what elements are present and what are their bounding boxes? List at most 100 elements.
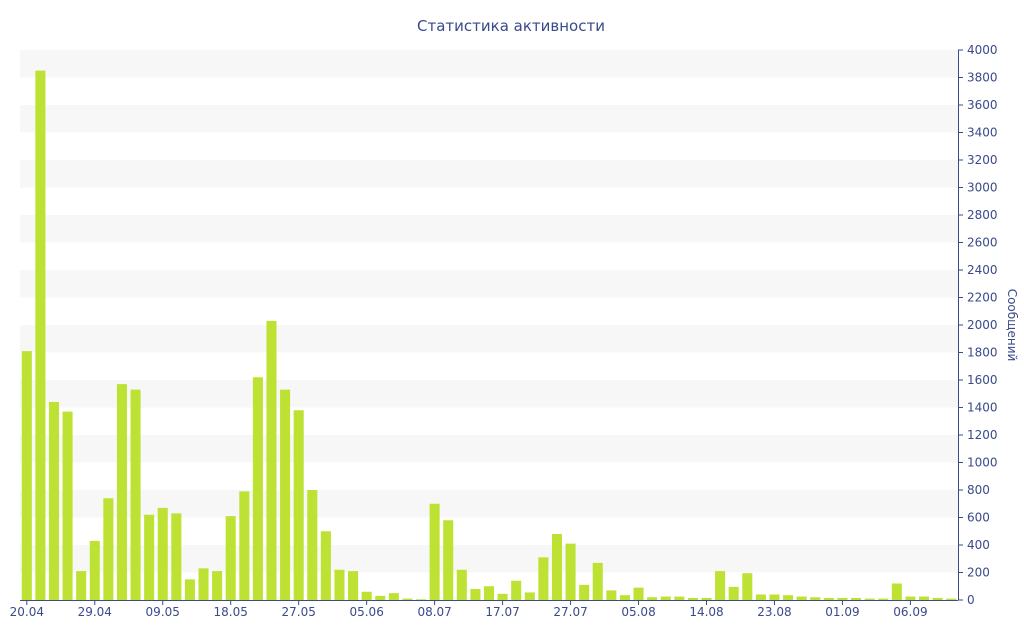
- bar: [551, 534, 563, 600]
- bar: [823, 597, 834, 600]
- bar: [307, 490, 318, 600]
- bar: [932, 597, 943, 600]
- bar: [918, 596, 930, 600]
- y-tick-label: 2400: [967, 263, 998, 277]
- bar: [647, 597, 658, 600]
- y-tick-label: 2000: [967, 318, 998, 332]
- bar: [198, 568, 209, 600]
- bar: [130, 389, 141, 600]
- y-tick-label: 3000: [967, 181, 998, 195]
- bar: [538, 557, 549, 600]
- y-tick-label: 0: [967, 593, 975, 607]
- y-tick-label: 1200: [967, 428, 998, 442]
- grid-band: [20, 270, 958, 298]
- y-axis-label: Сообщений: [1005, 289, 1019, 362]
- bar: [76, 571, 87, 600]
- x-tick-label: 08.07: [417, 605, 451, 619]
- bar: [891, 583, 902, 600]
- bar: [293, 410, 304, 600]
- bar: [511, 580, 522, 600]
- grid-band: [20, 215, 958, 243]
- bar: [443, 520, 454, 600]
- x-tick-label: 27.07: [553, 605, 587, 619]
- bar: [810, 597, 821, 600]
- bar: [606, 590, 617, 600]
- grid-band: [20, 105, 958, 133]
- x-tick-label: 05.08: [621, 605, 655, 619]
- bar: [728, 586, 739, 600]
- background-bands: [20, 50, 958, 573]
- y-tick-label: 2200: [967, 291, 998, 305]
- bar: [470, 589, 481, 600]
- y-tick-label: 3600: [967, 98, 998, 112]
- y-tick-label: 1000: [967, 456, 998, 470]
- bar: [184, 579, 195, 600]
- bar: [21, 351, 32, 600]
- bar: [116, 384, 127, 600]
- grid-band: [20, 380, 958, 408]
- y-tick-label: 3400: [967, 126, 998, 140]
- bar: [524, 592, 535, 600]
- y-tick-label: 600: [967, 511, 990, 525]
- bar: [334, 569, 345, 600]
- bar: [171, 513, 182, 600]
- bars-group: [21, 70, 957, 600]
- bar: [769, 594, 780, 600]
- bar: [946, 598, 957, 600]
- grid-band: [20, 325, 958, 353]
- bar: [796, 596, 807, 600]
- bar: [35, 70, 46, 600]
- bar: [755, 594, 766, 600]
- bar: [103, 498, 114, 600]
- y-tick-label: 800: [967, 483, 990, 497]
- bar: [497, 593, 508, 600]
- bar: [456, 569, 467, 600]
- bar: [157, 507, 168, 600]
- bar: [266, 320, 277, 600]
- bar: [402, 598, 413, 600]
- x-tick-label: 18.05: [214, 605, 248, 619]
- bar: [905, 596, 916, 600]
- y-axis-ticks: 0 200 400 600 800 1000 1200 1400 1600 1800 2000 220…: [958, 43, 998, 607]
- x-axis-ticks: 20.04 29.04 09.05 18.05 27.05 05.06 08.07 17.07…: [10, 600, 928, 619]
- chart-title: Статистика активности: [417, 17, 605, 35]
- grid-band: [20, 160, 958, 188]
- bar: [483, 586, 495, 600]
- bar: [415, 599, 427, 600]
- grid-band: [20, 435, 958, 463]
- bar: [429, 503, 440, 600]
- bar: [565, 543, 576, 600]
- bar: [783, 595, 794, 600]
- bar: [864, 598, 875, 600]
- x-tick-label: 06.09: [893, 605, 927, 619]
- grid-band: [20, 50, 958, 78]
- bar: [619, 595, 630, 600]
- bar: [851, 597, 862, 600]
- bar: [62, 411, 73, 600]
- bar: [48, 402, 60, 600]
- y-tick-label: 1600: [967, 373, 998, 387]
- bar: [701, 597, 712, 600]
- y-tick-label: 1400: [967, 401, 998, 415]
- bar: [320, 531, 331, 600]
- x-tick-label: 29.04: [78, 605, 112, 619]
- bar: [361, 591, 372, 600]
- bar: [579, 584, 590, 600]
- bar: [388, 593, 399, 600]
- x-tick-label: 17.07: [485, 605, 519, 619]
- x-tick-label: 14.08: [689, 605, 723, 619]
- bar: [674, 596, 685, 600]
- y-tick-label: 200: [967, 566, 990, 580]
- y-tick-label: 1800: [967, 346, 998, 360]
- x-tick-label: 20.04: [10, 605, 44, 619]
- bar: [878, 598, 889, 600]
- y-tick-label: 4000: [967, 43, 998, 57]
- y-tick-label: 3800: [967, 71, 998, 85]
- bar: [375, 595, 386, 600]
- x-tick-label: 05.06: [349, 605, 383, 619]
- bar: [212, 571, 223, 600]
- bar: [252, 377, 263, 600]
- x-tick-label: 09.05: [146, 605, 180, 619]
- bar: [660, 596, 671, 600]
